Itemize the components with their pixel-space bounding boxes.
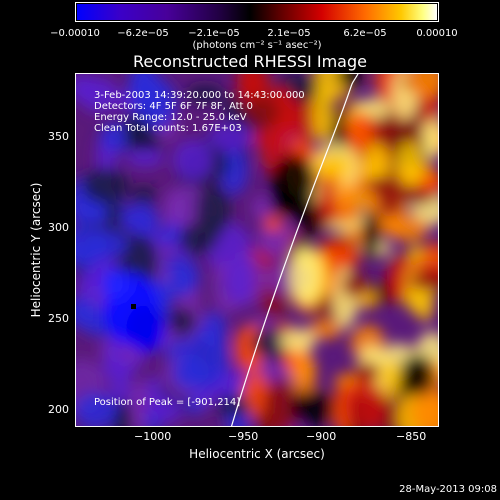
colorbar-tick-label: −0.00010 (50, 28, 100, 39)
x-tick-label: −950 (228, 430, 259, 443)
y-tick-label: 350 (48, 130, 69, 143)
energy-range: Energy Range: 12.0 - 25.0 keV (94, 112, 247, 123)
image-plot: 3-Feb-2003 14:39:20.000 to 14:43:00.000 … (75, 73, 439, 427)
colorbar-tick-label: 6.2e−05 (343, 28, 387, 39)
x-axis-label: Heliocentric X (arcsec) (189, 447, 325, 461)
time-range: 3-Feb-2003 14:39:20.000 to 14:43:00.000 (94, 90, 305, 101)
peak-position: Position of Peak = [-901,214] (94, 397, 241, 408)
footer-date: 28-May-2013 09:08 (399, 484, 497, 495)
x-tick-label: −900 (306, 430, 337, 443)
y-tick-label: 200 (48, 403, 69, 416)
colorbar (75, 2, 439, 22)
y-tick-label: 300 (48, 221, 69, 234)
image-title: Reconstructed RHESSI Image (133, 52, 367, 71)
colorbar-units: (photons cm⁻² s⁻¹ asec⁻²) (192, 40, 322, 51)
clean-info: Clean Total counts: 1.67E+03 (94, 123, 242, 134)
colorbar-gradient (77, 4, 437, 20)
colorbar-tick-label: 0.00010 (416, 28, 458, 39)
colorbar-tick-label: −2.1e−05 (188, 28, 240, 39)
y-axis-label: Heliocentric Y (arcsec) (29, 182, 43, 318)
colorbar-tick-label: 2.1e−05 (267, 28, 311, 39)
rhessi-image (76, 74, 438, 426)
x-tick-label: −850 (396, 430, 427, 443)
colorbar-tick-label: −6.2e−05 (117, 28, 169, 39)
y-tick-label: 250 (48, 312, 69, 325)
x-tick-label: −1000 (134, 430, 172, 443)
detectors-info: Detectors: 4F 5F 6F 7F 8F, Att 0 (94, 101, 254, 112)
